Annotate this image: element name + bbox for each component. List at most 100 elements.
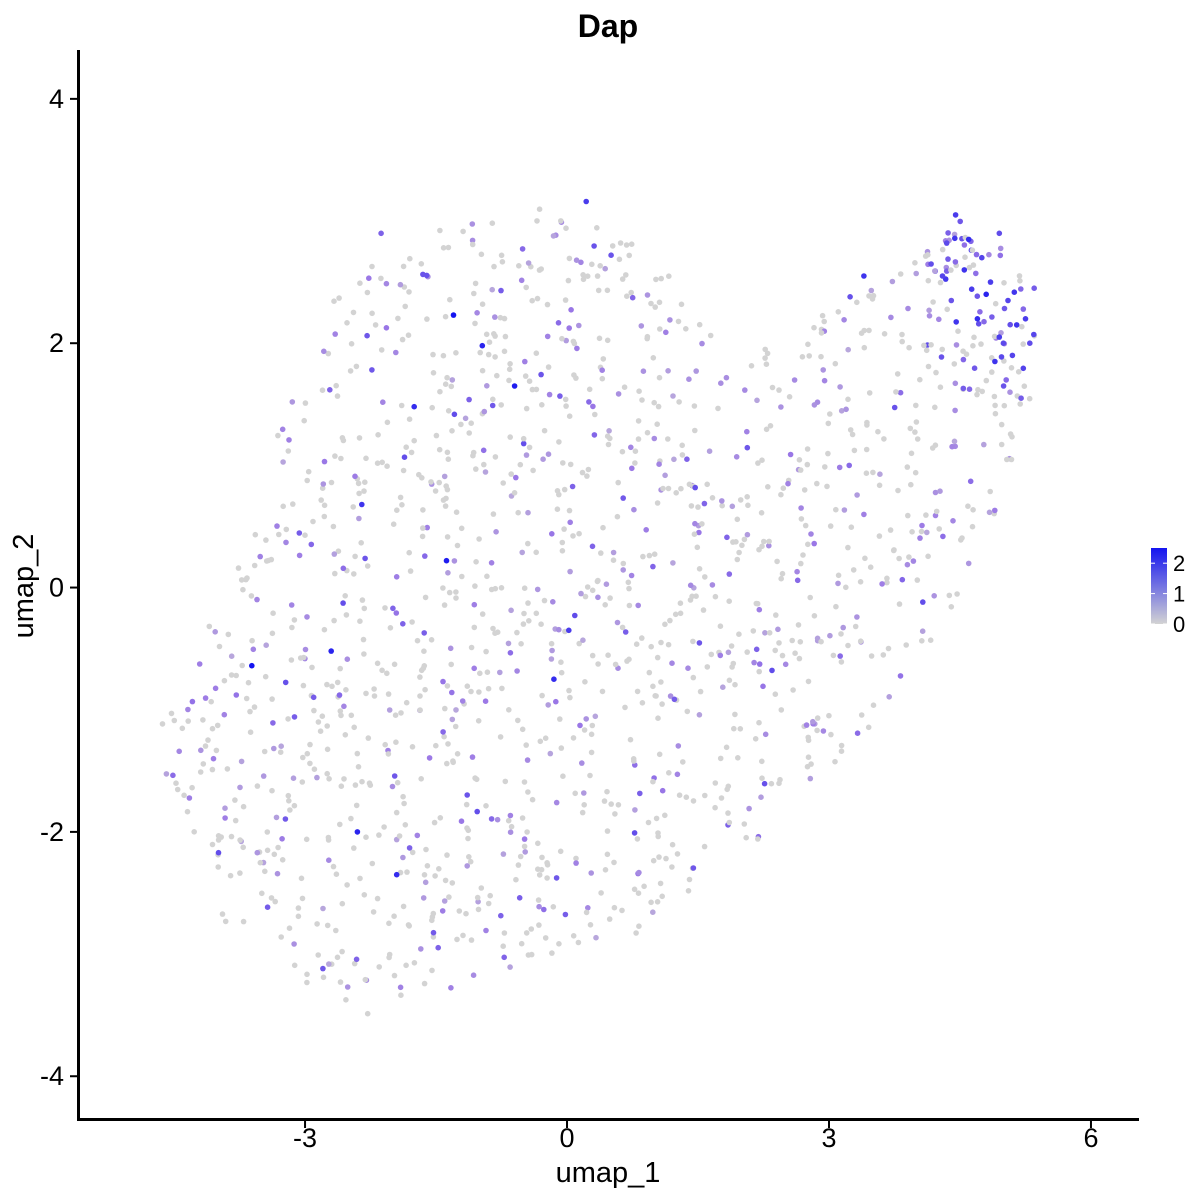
cell-point — [843, 584, 849, 591]
cell-point — [991, 333, 998, 340]
cell-point — [336, 295, 342, 301]
cell-point — [958, 537, 964, 543]
cell-point — [754, 397, 760, 404]
cell-point — [614, 513, 621, 520]
cell-point — [952, 407, 958, 414]
cell-point — [591, 432, 598, 438]
cell-point — [327, 387, 333, 393]
cell-point — [471, 665, 478, 672]
cell-point — [418, 261, 425, 267]
cell-point — [482, 469, 489, 475]
cell-point — [409, 619, 415, 625]
cell-point — [553, 698, 559, 705]
cell-point — [981, 441, 987, 448]
cell-point — [518, 277, 525, 284]
cell-point — [247, 729, 254, 735]
cell-point — [339, 948, 345, 955]
cell-point — [748, 363, 755, 369]
cell-point — [974, 391, 980, 398]
cell-point — [391, 661, 398, 668]
cell-point — [517, 461, 524, 468]
cell-point — [361, 605, 368, 612]
y-tick-label: 4 — [49, 84, 64, 114]
cell-point — [951, 438, 958, 445]
cell-point — [599, 375, 606, 382]
cell-point — [676, 792, 683, 798]
cell-point — [511, 383, 518, 389]
cell-point — [629, 465, 635, 472]
cell-point — [205, 737, 211, 743]
cell-point — [469, 754, 476, 760]
cell-point — [1000, 383, 1007, 389]
cell-point — [498, 912, 504, 919]
cell-point — [409, 744, 416, 750]
cell-point — [690, 674, 697, 681]
cell-point — [691, 531, 698, 537]
cell-point — [858, 330, 865, 337]
cell-point — [662, 472, 668, 479]
cell-point — [440, 245, 447, 251]
cell-point — [519, 726, 526, 733]
cell-point — [493, 529, 499, 535]
cell-point — [466, 854, 472, 860]
cell-point — [837, 653, 843, 659]
cell-point — [735, 755, 741, 761]
cell-point — [250, 646, 257, 653]
cell-point — [351, 845, 357, 851]
cell-point — [554, 506, 561, 512]
cell-point — [665, 436, 671, 442]
cell-point — [761, 780, 768, 787]
cell-point — [490, 625, 496, 632]
cell-point — [545, 702, 551, 708]
cell-point — [502, 778, 509, 785]
cell-point — [632, 448, 639, 455]
cell-point — [857, 579, 864, 585]
cell-point — [200, 761, 207, 767]
cell-point — [728, 643, 735, 649]
cell-point — [485, 351, 492, 358]
cell-point — [1015, 369, 1022, 375]
cell-point — [939, 273, 946, 279]
cell-point — [277, 749, 284, 755]
cell-point — [639, 700, 646, 706]
cell-point — [484, 383, 490, 389]
cell-point — [335, 548, 342, 554]
cell-point — [530, 467, 536, 474]
cell-point — [525, 540, 531, 547]
cell-point — [529, 297, 535, 304]
cell-point — [397, 984, 404, 991]
cell-point — [826, 712, 832, 719]
cell-point — [751, 659, 757, 666]
cell-point — [494, 372, 500, 379]
cell-point — [712, 804, 718, 811]
cell-point — [222, 918, 229, 925]
cell-point — [228, 833, 235, 840]
cell-point — [243, 695, 250, 702]
cell-point — [686, 876, 693, 883]
cell-point — [825, 420, 832, 427]
cell-point — [535, 866, 541, 872]
cell-point — [917, 376, 923, 383]
cell-point — [421, 648, 427, 654]
cell-point — [866, 327, 872, 334]
cell-point — [785, 480, 791, 487]
cell-point — [808, 531, 814, 537]
cell-point — [560, 773, 566, 779]
cell-point — [437, 815, 444, 821]
cell-point — [768, 780, 775, 787]
cell-point — [274, 870, 281, 877]
cell-point — [298, 875, 305, 882]
cell-point — [903, 642, 909, 648]
cell-point — [422, 594, 429, 601]
cell-point — [691, 403, 698, 409]
cell-point — [626, 602, 633, 609]
cell-point — [486, 339, 493, 346]
cell-point — [683, 794, 690, 800]
cell-point — [539, 402, 545, 408]
cell-point — [596, 335, 603, 342]
cell-point — [280, 459, 286, 465]
cell-point — [291, 941, 297, 947]
cell-point — [611, 904, 618, 911]
cell-point — [620, 495, 626, 501]
cell-point — [719, 498, 725, 504]
